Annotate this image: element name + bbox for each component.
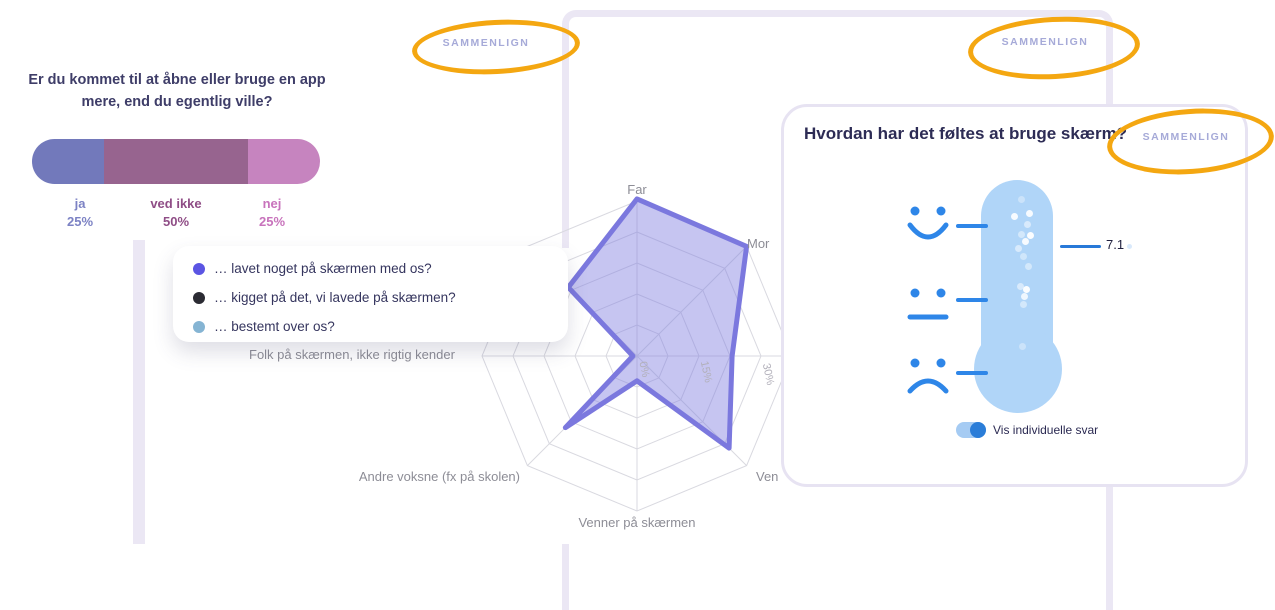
legend-item-label: … lavet noget på skærmen med os? — [214, 261, 432, 276]
happy-face-icon — [907, 206, 949, 240]
bar-label-ved ikke: ved ikke 50% — [150, 196, 202, 229]
legend-item: … lavet noget på skærmen med os? — [173, 254, 568, 283]
stacked-bar-labels: ja 25% ved ikke 50% nej 25% — [32, 195, 320, 230]
radar-axis-label-ven: Ven — [756, 469, 779, 484]
compare-button-1[interactable]: SAMMENLIGN — [442, 37, 530, 49]
legend-dot-purple — [193, 262, 205, 275]
app-usage-chart-card: Er du kommet til at åbne eller bruge en … — [0, 0, 360, 250]
legend-item-label: … bestemt over os? — [214, 319, 335, 334]
feelings-card-title: Hvordan har det føltes at bruge skærm? — [804, 124, 1128, 143]
compare-button-2[interactable]: SAMMENLIGN — [1001, 36, 1089, 48]
svg-text:0%: 0% — [636, 360, 651, 378]
toggle-knob[interactable] — [970, 422, 986, 438]
radar-axis-label-far: Far — [627, 182, 647, 197]
app-usage-question-title: Er du kommet til at åbne eller bruge en … — [28, 72, 326, 110]
radar-axis-label-venner-paa-skaermen: Venner på skærmen — [578, 515, 696, 530]
bar-segment-nej — [248, 139, 320, 184]
svg-text:15%: 15% — [698, 360, 714, 384]
background-card-left-border — [133, 240, 145, 544]
faint-answer-dot — [1127, 244, 1132, 249]
legend-item-label: … kigget på det, vi lavede på skærmen? — [214, 290, 456, 305]
legend-item: … bestemt over os? — [173, 312, 568, 341]
legend-dot-lightblue — [193, 320, 205, 333]
bar-label-ja: ja 25% — [66, 196, 94, 229]
sad-level-tick — [956, 371, 988, 375]
show-individual-answers-toggle[interactable] — [956, 422, 986, 438]
toggle-label: Vis individuelle svar — [993, 423, 1099, 437]
radar-axis-label-folk-paa-skaermen: Folk på skærmen, ikke rigtig kender — [249, 347, 455, 362]
svg-text:30%: 30% — [760, 362, 776, 386]
radar-legend-card: … lavet noget på skærmen med os? … kigge… — [173, 246, 568, 342]
average-score-marker — [1060, 245, 1101, 248]
legend-dot-black — [193, 291, 205, 304]
legend-item: … kigget på det, vi lavede på skærmen? — [173, 283, 568, 312]
feelings-card: Hvordan har det føltes at bruge skærm? 7… — [781, 104, 1248, 487]
thermometer-bulb — [974, 325, 1062, 413]
highlight-oval-icon — [410, 15, 582, 79]
average-score-value: 7.1 — [1106, 237, 1125, 252]
happy-level-tick — [956, 224, 988, 228]
radar-axis-label-mor: Mor — [747, 236, 770, 251]
sad-face-icon — [907, 358, 949, 394]
compare-button-3[interactable]: SAMMENLIGN — [1142, 131, 1230, 143]
bar-label-nej: nej 25% — [258, 196, 286, 229]
radar-axis-label-andre-voksne: Andre voksne (fx på skolen) — [358, 469, 520, 484]
stacked-bar — [32, 139, 320, 184]
neutral-face-icon — [907, 288, 949, 320]
neutral-level-tick — [956, 298, 988, 302]
bar-segment-ja — [32, 139, 104, 184]
radar-chart: 0% 15% 30% — [481, 196, 793, 512]
bar-segment-ved ikke — [104, 139, 248, 184]
